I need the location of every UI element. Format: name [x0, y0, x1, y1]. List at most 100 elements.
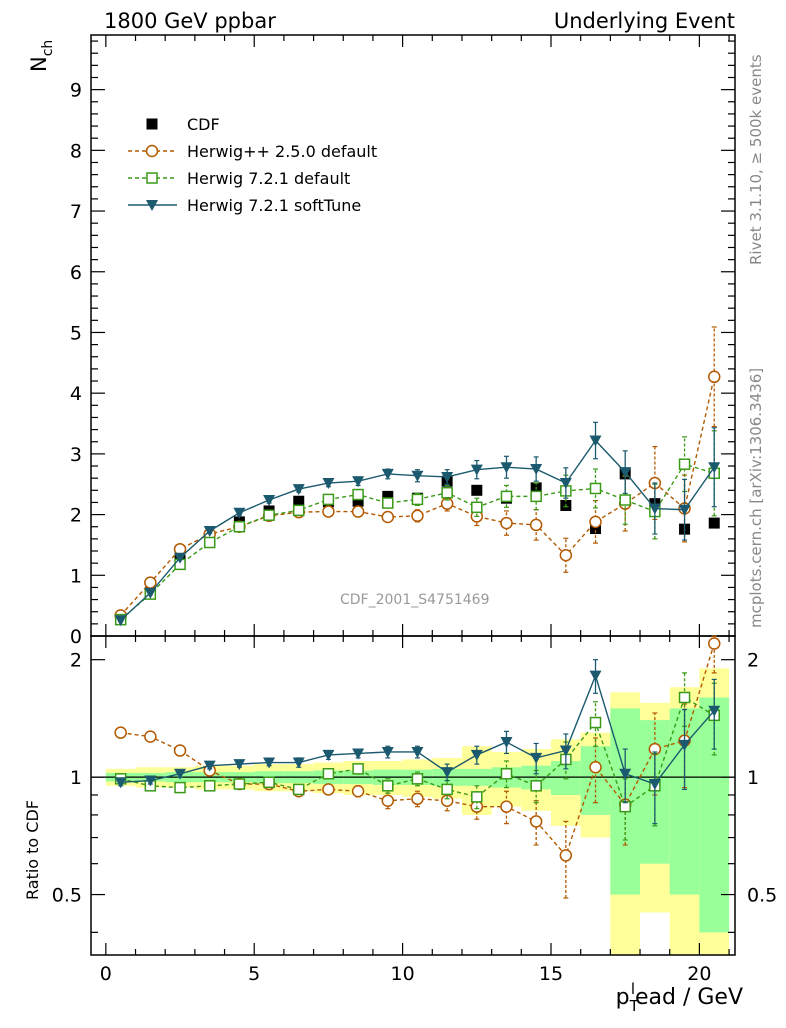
- herwig7-default-point: [619, 494, 631, 506]
- watermark-label: CDF_2001_S4751469: [340, 592, 489, 608]
- herwig7-softtune-point: [470, 749, 483, 761]
- herwig7-softtune-point: [648, 503, 661, 515]
- ratio-y-tick-label-right: 1: [747, 767, 759, 789]
- herwigpp-point: [322, 505, 335, 518]
- herwig7-softtune-point: [292, 484, 305, 496]
- legend-label: CDF: [187, 115, 220, 134]
- herwig7-softtune-point: [174, 552, 187, 564]
- herwig7-default-point: [233, 778, 246, 790]
- herwigpp-point: [145, 144, 159, 158]
- herwig7-default-point: [263, 776, 275, 789]
- herwig7-softtune-point: [708, 462, 721, 474]
- cdf-data-point: [708, 517, 720, 529]
- herwigpp-point: [529, 518, 543, 532]
- herwig7-softtune-point: [263, 757, 276, 769]
- herwigpp-point: [144, 576, 157, 589]
- herwig7-default-point: [352, 488, 364, 501]
- herwigpp-point: [114, 726, 127, 739]
- herwigpp-point: [529, 815, 543, 828]
- herwig7-softtune-point: [233, 507, 246, 519]
- herwigpp-point: [559, 849, 573, 862]
- y-tick-label: 6: [70, 262, 82, 284]
- herwig7-default-point: [203, 780, 216, 792]
- cdf-data-point: [382, 490, 394, 502]
- herwig7-default-point: [411, 493, 424, 506]
- ratio-y-tick-label: 1: [70, 767, 82, 789]
- herwig7-softtune-point: [589, 435, 602, 447]
- series-line: [120, 463, 715, 621]
- herwig7-default-point: [471, 501, 483, 514]
- herwig7-softtune-point: [411, 746, 424, 758]
- y-tick-label: 9: [70, 80, 82, 102]
- herwig7-softtune-point: [678, 739, 691, 751]
- ratio-y-tick-label: 0.5: [52, 885, 82, 907]
- herwigpp-point: [144, 730, 157, 743]
- herwig7-softtune-point: [441, 471, 454, 483]
- herwig7-default-point: [678, 691, 691, 704]
- herwigpp-point: [707, 637, 721, 650]
- herwig7-default-point: [589, 716, 602, 729]
- herwigpp-point: [411, 792, 424, 806]
- x-tick-label: 5: [248, 963, 260, 985]
- y-tick-label: 3: [70, 444, 82, 466]
- herwig7-softtune-point: [411, 470, 424, 482]
- legend-label: Herwig 7.2.1 default: [187, 169, 350, 188]
- cdf-data-point: [146, 118, 158, 130]
- herwig7-default-point: [322, 768, 335, 780]
- herwig7-default-point: [322, 493, 335, 506]
- herwig7-softtune-point: [144, 775, 157, 787]
- rivet-info-label: Rivet 3.1.10, ≥ 500k events: [747, 54, 765, 265]
- main-ylabel: Nch: [27, 40, 56, 72]
- herwig7-softtune-point: [352, 748, 365, 760]
- herwig7-softtune-point: [470, 464, 483, 476]
- herwig7-default-point: [500, 490, 513, 503]
- herwig7-softtune-point: [530, 464, 543, 476]
- herwig7-softtune-point: [559, 478, 572, 490]
- herwig7-softtune-point: [203, 760, 216, 772]
- herwig7-softtune-point: [559, 745, 572, 757]
- herwig7-softtune-point: [678, 504, 691, 516]
- herwigpp-point: [322, 783, 335, 796]
- herwig7-default-point: [441, 486, 453, 499]
- herwigpp-point: [381, 510, 395, 524]
- herwig7-softtune-point: [114, 615, 127, 627]
- y-tick-label: 5: [70, 322, 82, 344]
- herwig7-softtune-point: [114, 777, 127, 789]
- herwigpp-point: [559, 549, 573, 562]
- mcplots-info-label: mcplots.cern.ch [arXiv:1306.3436]: [747, 368, 765, 628]
- herwig7-default-point: [382, 780, 394, 792]
- cdf-data-point: [471, 484, 483, 496]
- ratio-y-tick-label-right: 2: [747, 650, 759, 672]
- herwig7-softtune-point: [174, 768, 187, 780]
- herwig7-default-point: [589, 482, 602, 495]
- ratio-ylabel: Ratio to CDF: [23, 800, 42, 900]
- herwig7-softtune-point: [292, 757, 305, 769]
- x-tick-label: 15: [539, 963, 563, 985]
- cdf-data-point: [293, 495, 305, 507]
- herwigpp-point: [500, 516, 513, 530]
- herwig7-softtune-point: [322, 749, 335, 761]
- herwig7-softtune-point: [648, 779, 661, 791]
- herwig7-default-point: [500, 768, 513, 780]
- herwig7-softtune-point: [619, 467, 632, 479]
- herwig7-default-point: [441, 783, 453, 796]
- legend: CDF Herwig++ 2.5.0 default Herwig 7.2.1 de…: [128, 115, 377, 215]
- herwig7-softtune-point: [589, 670, 602, 682]
- herwig7-default-point: [352, 763, 364, 775]
- ratio-plot-frame: 0 5 10 15 200.5 0.51 12 2: [52, 35, 777, 985]
- herwig7-default-point: [411, 773, 424, 785]
- herwig7-softtune-point: [322, 478, 335, 490]
- herwigpp-point: [351, 505, 365, 518]
- x-tick-label: 0: [100, 963, 112, 985]
- herwigpp-point: [440, 794, 454, 807]
- herwig7-default-point: [146, 172, 158, 184]
- legend-label: Herwig 7.2.1 softTune: [187, 196, 361, 215]
- ratio-y-tick-label-right: 0.5: [747, 885, 777, 907]
- main-series-layer: [114, 326, 721, 627]
- herwig7-default-point: [530, 490, 542, 503]
- herwig7-default-point: [678, 458, 691, 470]
- herwig7-softtune-point: [500, 462, 513, 474]
- herwig7-default-point: [263, 509, 275, 521]
- herwig7-default-point: [471, 791, 483, 803]
